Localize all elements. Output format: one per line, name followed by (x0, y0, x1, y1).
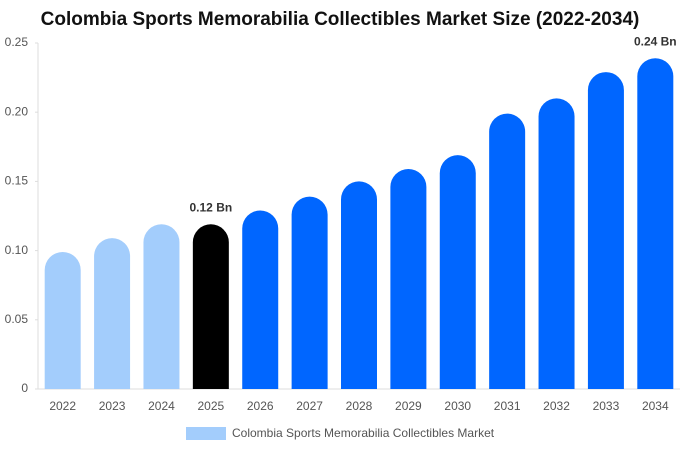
bar (143, 224, 180, 389)
bar (341, 181, 377, 389)
x-tick-label: 2033 (593, 399, 620, 413)
x-tick-label: 2025 (197, 399, 224, 413)
x-tick-label: 2030 (444, 399, 471, 413)
x-tick-label: 2024 (148, 399, 175, 413)
x-tick-label: 2026 (247, 399, 274, 413)
y-tick-label: 0 (21, 381, 28, 395)
value-label: 0.24 Bn (634, 34, 677, 48)
y-tick-label: 0.05 (5, 312, 29, 326)
legend-swatch (186, 427, 226, 440)
x-tick-label: 2028 (346, 399, 373, 413)
bar (192, 224, 229, 389)
legend-label: Colombia Sports Memorabilia Collectibles… (232, 426, 495, 440)
x-tick-label: 2027 (296, 399, 323, 413)
x-tick-label: 2034 (642, 399, 669, 413)
bar (242, 210, 279, 389)
value-label: 0.12 Bn (190, 200, 233, 214)
bar (439, 155, 476, 389)
bar (587, 72, 624, 390)
bar (94, 238, 131, 389)
bar (637, 58, 674, 390)
x-tick-label: 2029 (395, 399, 422, 413)
bar (390, 168, 427, 389)
y-tick-label: 0.25 (5, 35, 29, 49)
x-tick-label: 2022 (49, 399, 76, 413)
x-tick-label: 2031 (494, 399, 521, 413)
bar (489, 113, 526, 389)
bar (291, 196, 328, 389)
y-tick-label: 0.20 (5, 104, 29, 118)
y-tick-label: 0.15 (5, 174, 29, 188)
bar (538, 98, 575, 390)
x-tick-label: 2023 (99, 399, 126, 413)
x-tick-label: 2032 (543, 399, 570, 413)
chart-title: Colombia Sports Memorabilia Collectibles… (41, 9, 640, 30)
y-tick-label: 0.10 (5, 243, 29, 257)
bar (44, 251, 81, 389)
